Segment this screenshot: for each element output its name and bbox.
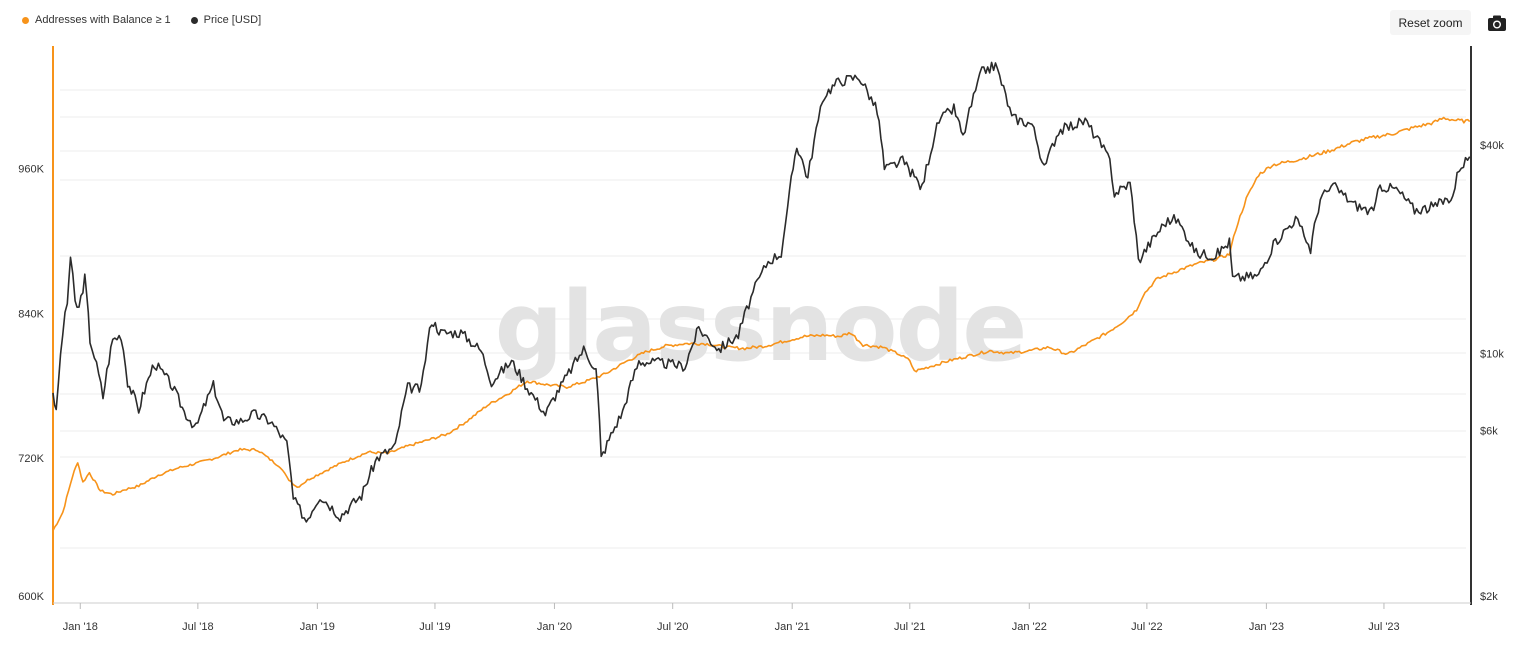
chart-legend: Addresses with Balance ≥ 1 Price [USD] [22,14,261,26]
x-tick-label: Jul '21 [894,621,925,633]
x-tick-label: Jul '20 [657,621,688,633]
legend-label-addresses: Addresses with Balance ≥ 1 [35,14,171,26]
x-tick-label: Jan '19 [300,621,335,633]
x-tick-label: Jul '18 [182,621,213,633]
x-tick-label: Jan '21 [775,621,810,633]
series-line-price[interactable] [52,61,1471,523]
x-tick-label: Jan '22 [1012,621,1047,633]
x-tick-label: Jul '23 [1368,621,1399,633]
y-left-tick-label: 960K [18,164,44,176]
y-left-tick-label: 600K [18,591,44,603]
x-tick-label: Jan '20 [537,621,572,633]
legend-dot-price [190,16,198,24]
y-left-tick-label: 840K [18,308,44,320]
camera-icon[interactable] [1486,13,1508,33]
legend-item-price[interactable]: Price [USD] [190,14,262,26]
grid-lines [60,89,1466,549]
legend-label-price: Price [USD] [203,14,262,26]
y-right-tick-label: $6k [1480,426,1498,438]
y-left-tick-label: 720K [18,453,44,465]
series-layer [52,61,1471,531]
reset-zoom-button[interactable]: Reset zoom [1390,10,1471,35]
series-line-addresses[interactable] [52,116,1471,531]
x-tick-label: Jul '19 [419,621,450,633]
y-right-tick-label: $2k [1480,591,1498,603]
y-left-axis-ticks: 600K 720K 840K 960K [18,164,44,603]
legend-item-addresses[interactable]: Addresses with Balance ≥ 1 [22,14,171,26]
x-tick-label: Jan '23 [1249,621,1284,633]
axes [52,46,1472,605]
watermark-logo: glassnode [495,271,1026,383]
y-right-tick-label: $10k [1480,349,1504,361]
y-right-axis-ticks: $2k $6k $10k $40k [1480,140,1504,603]
x-tick-label: Jan '18 [63,621,98,633]
y-right-tick-label: $40k [1480,140,1504,152]
x-tick-label: Jul '22 [1131,621,1162,633]
x-axis-ticks: Jan '18 Jul '18 Jan '19 Jul '19 Jan '20 Jul '… [63,603,1400,633]
legend-dot-addresses [22,16,29,24]
